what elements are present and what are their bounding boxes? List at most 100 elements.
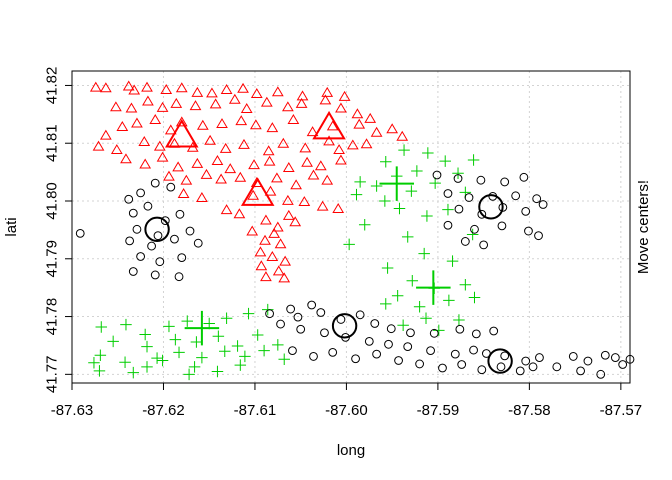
circle-point [415, 359, 425, 369]
triangle-point [271, 172, 283, 183]
triangle-point [282, 161, 295, 172]
plus-point [119, 356, 131, 368]
triangle-point [216, 118, 228, 129]
triangle-point [326, 120, 339, 131]
plus-point [262, 303, 274, 316]
triangle-point [204, 134, 217, 145]
triangle-point [316, 200, 329, 211]
triangle-point [240, 103, 253, 114]
circle-point [489, 326, 499, 336]
x-tick-label: -87.62 [142, 402, 185, 419]
triangle-point [254, 246, 267, 257]
plus-point [459, 279, 472, 291]
circle-point [403, 342, 413, 352]
plus-point [380, 155, 392, 168]
triangle-point [298, 196, 311, 207]
triangle-point [122, 80, 135, 91]
triangle-point [175, 116, 188, 127]
triangle-point [370, 126, 383, 137]
triangle-point [266, 250, 279, 261]
circle-point [150, 178, 160, 188]
plus-point [405, 185, 418, 197]
circle-point [143, 201, 153, 211]
triangle-center-marker [240, 177, 275, 206]
plus-point [151, 352, 163, 364]
circle-point [160, 216, 170, 226]
circle-point [515, 366, 525, 376]
triangle-point [131, 117, 143, 128]
triangle-point [120, 153, 132, 164]
move-centers-label: Move centers! [635, 180, 652, 274]
circle-point [128, 267, 138, 276]
circle-point [528, 362, 538, 372]
triangle-point [250, 88, 263, 99]
triangle-point [191, 86, 204, 97]
data-points [75, 80, 635, 381]
triangle-point [138, 135, 151, 146]
circle-point [500, 351, 510, 361]
circle-point [125, 236, 135, 246]
triangle-point [99, 82, 112, 93]
circle-point [307, 300, 317, 310]
triangle-point [260, 214, 272, 225]
triangle-point [92, 140, 105, 151]
circle-point [174, 272, 184, 282]
x-tick-label: -87.58 [508, 402, 551, 419]
plus-point [343, 238, 355, 251]
triangle-point [360, 138, 373, 149]
triangle-point [89, 81, 102, 92]
circle-center-marker [144, 216, 170, 243]
y-tick-label: 41.79 [44, 240, 61, 278]
circle-point [193, 238, 203, 248]
triangle-point [259, 234, 271, 245]
triangle-point [235, 115, 248, 126]
triangle-point [314, 160, 327, 171]
triangle-point [149, 114, 162, 125]
triangle-point [274, 238, 287, 249]
triangle-point [321, 86, 334, 97]
plus-point [258, 344, 270, 357]
circle-point [455, 324, 465, 334]
triangle-point [177, 187, 190, 198]
triangle-center-marker [165, 119, 199, 148]
circle-point [454, 204, 464, 214]
triangle-point [237, 82, 249, 93]
triangle-point [110, 144, 123, 155]
plus-point [354, 176, 366, 188]
triangle-point [319, 94, 332, 105]
plus-point [242, 307, 255, 320]
y-tick-label: 41.78 [44, 298, 61, 336]
axes: -87.63 -87.62 -87.61 -87.60 -87.59 -87.58 -87.… [44, 67, 643, 419]
circle-point [538, 200, 548, 209]
cluster-centers [144, 110, 513, 374]
plus-point [181, 315, 194, 327]
triangle-point [206, 87, 218, 98]
triangle-point [323, 135, 335, 146]
circle-point [166, 182, 176, 192]
triangle-point [125, 102, 138, 113]
plus-point [420, 312, 432, 325]
circle-point [136, 252, 146, 261]
triangle-point [233, 208, 246, 219]
circle-point [496, 362, 506, 372]
triangle-point [346, 139, 359, 150]
plus-point [379, 195, 391, 207]
circle-point [521, 207, 531, 216]
triangle-point [271, 221, 284, 232]
triangle-point [282, 194, 294, 205]
triangle-point [160, 83, 173, 94]
circle-point [150, 270, 160, 280]
triangle-point [351, 108, 364, 119]
triangle-point [335, 102, 347, 113]
plus-point [88, 357, 100, 369]
plus-point [406, 274, 419, 287]
triangle-point [296, 90, 309, 101]
circle-point [288, 346, 297, 356]
triangle-point [196, 119, 209, 130]
circle-point [370, 319, 380, 328]
triangle-point [189, 100, 202, 111]
plus-point [219, 345, 231, 357]
circle-point [147, 241, 156, 251]
circle-point [457, 360, 467, 369]
circle-point [469, 345, 478, 355]
